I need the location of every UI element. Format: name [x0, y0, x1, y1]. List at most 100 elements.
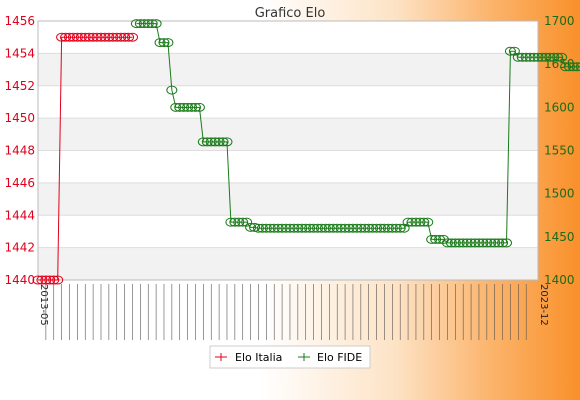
data-point — [504, 46, 516, 56]
data-point — [245, 222, 257, 232]
data-point — [351, 223, 363, 233]
data-point — [516, 52, 528, 62]
data-point — [406, 217, 418, 227]
right-tick-label: 1550 — [544, 144, 575, 158]
data-point — [544, 52, 556, 62]
data-point — [461, 238, 473, 248]
data-point — [430, 234, 442, 244]
legend: Elo Italia Elo FIDE — [209, 345, 371, 369]
legend-label-elo-italia: Elo Italia — [235, 351, 282, 364]
data-point — [272, 223, 284, 233]
data-point — [371, 223, 383, 233]
data-point — [485, 238, 497, 248]
data-point — [288, 223, 300, 233]
data-point — [158, 38, 170, 48]
data-point — [264, 223, 276, 233]
data-point — [67, 32, 79, 42]
data-point — [193, 102, 205, 112]
data-point — [186, 102, 198, 112]
left-tick-label: 1452 — [4, 79, 35, 93]
right-tick-label: 1500 — [544, 187, 575, 201]
plot-background — [38, 21, 538, 280]
data-point — [252, 223, 264, 233]
data-point — [394, 223, 406, 233]
data-point — [359, 223, 371, 233]
data-point — [422, 217, 434, 227]
data-point — [75, 32, 87, 42]
data-point — [528, 52, 540, 62]
data-point — [501, 238, 513, 248]
data-point — [170, 102, 182, 112]
data-point — [229, 217, 241, 227]
data-point — [71, 32, 83, 42]
data-point — [548, 52, 560, 62]
legend-label-elo-fide: Elo FIDE — [317, 351, 362, 364]
data-point — [327, 223, 339, 233]
plot-band — [38, 118, 538, 151]
data-point — [126, 32, 138, 42]
data-point — [276, 223, 288, 233]
data-point — [79, 32, 91, 42]
data-point — [32, 275, 44, 285]
data-point — [142, 19, 154, 29]
data-point — [130, 19, 142, 29]
data-point — [99, 32, 111, 42]
data-point — [304, 223, 316, 233]
data-point — [123, 32, 135, 42]
data-point — [115, 32, 127, 42]
data-point — [174, 102, 186, 112]
data-point — [312, 223, 324, 233]
data-point — [323, 223, 335, 233]
data-point — [473, 238, 485, 248]
data-point — [402, 217, 414, 227]
left-tick-label: 1446 — [4, 176, 35, 190]
data-point — [296, 223, 308, 233]
plot-band — [38, 247, 538, 280]
data-point — [201, 137, 213, 147]
x-tick-label-last: 2023-12 — [538, 284, 549, 326]
data-point — [233, 217, 245, 227]
data-point — [560, 62, 572, 72]
data-point — [182, 102, 194, 112]
data-point — [489, 238, 501, 248]
data-point — [524, 52, 536, 62]
left-tick-label: 1444 — [4, 208, 35, 222]
data-point — [40, 275, 52, 285]
data-point — [237, 217, 249, 227]
plot-band — [38, 150, 538, 183]
left-tick-label: 1440 — [4, 273, 35, 287]
data-point — [414, 217, 426, 227]
data-point — [56, 32, 68, 42]
data-point — [63, 32, 75, 42]
data-point — [315, 223, 327, 233]
data-point — [87, 32, 99, 42]
series-line — [136, 23, 580, 244]
data-point — [284, 223, 296, 233]
data-point — [111, 32, 123, 42]
data-point — [567, 62, 579, 72]
plot-band — [38, 85, 538, 119]
data-point — [449, 238, 461, 248]
data-point — [386, 223, 398, 233]
data-point — [154, 38, 166, 48]
x-axis-ticks: 2013-05 2023-12 — [38, 284, 549, 340]
data-point — [426, 234, 438, 244]
data-point — [453, 238, 465, 248]
data-point — [465, 238, 477, 248]
data-point — [540, 52, 552, 62]
data-point — [95, 32, 107, 42]
data-point — [48, 275, 60, 285]
data-point — [319, 223, 331, 233]
data-point — [260, 223, 272, 233]
data-point — [197, 137, 209, 147]
data-point — [52, 275, 64, 285]
data-point — [410, 217, 422, 227]
data-point — [552, 52, 564, 62]
data-point — [213, 137, 225, 147]
left-tick-label: 1442 — [4, 241, 35, 255]
data-point — [209, 137, 221, 147]
data-point — [571, 62, 580, 72]
